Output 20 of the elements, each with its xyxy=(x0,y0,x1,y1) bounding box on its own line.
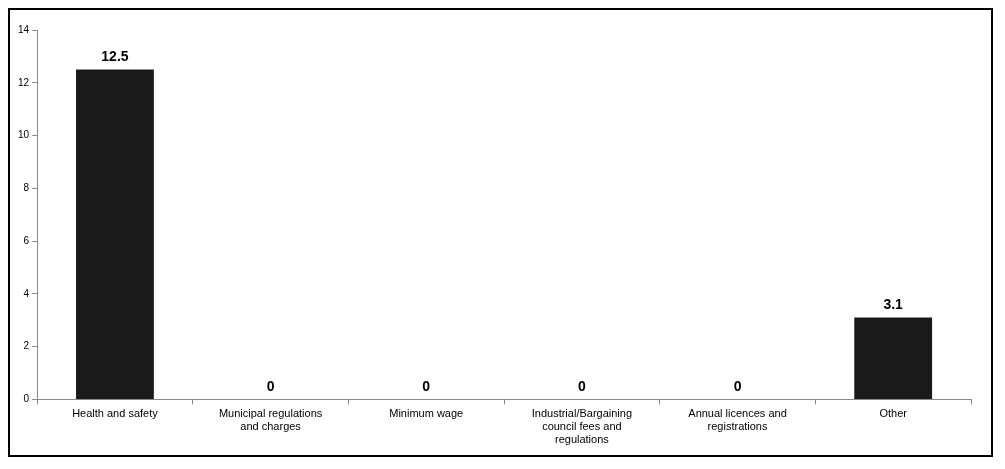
y-tick-label: 0 xyxy=(23,393,30,405)
y-tick-label: 14 xyxy=(18,23,30,35)
y-tick-label: 4 xyxy=(23,287,30,299)
data-label: 12.5 xyxy=(101,48,129,65)
data-label: 0 xyxy=(733,378,742,395)
data-label: 3.1 xyxy=(883,296,904,313)
x-tick-label: Industrial/Bargaining council fees and regulations xyxy=(531,407,633,446)
data-label: 0 xyxy=(266,378,275,395)
x-tick-label: Health and safety xyxy=(72,407,159,420)
y-tick-label: 10 xyxy=(18,129,30,141)
y-tick-label: 6 xyxy=(23,234,30,246)
y-tick-label: 8 xyxy=(23,182,30,194)
data-label: 0 xyxy=(577,378,586,395)
x-tick-label: Minimum wage xyxy=(389,407,464,420)
x-tick-label: Municipal regulations and charges xyxy=(218,407,323,433)
data-label: 0 xyxy=(422,378,431,395)
x-tick-label: Annual licences and registrations xyxy=(688,407,787,433)
y-tick-label: 2 xyxy=(23,340,30,352)
y-tick-label: 12 xyxy=(18,76,30,88)
x-tick-label: Other xyxy=(879,407,908,420)
